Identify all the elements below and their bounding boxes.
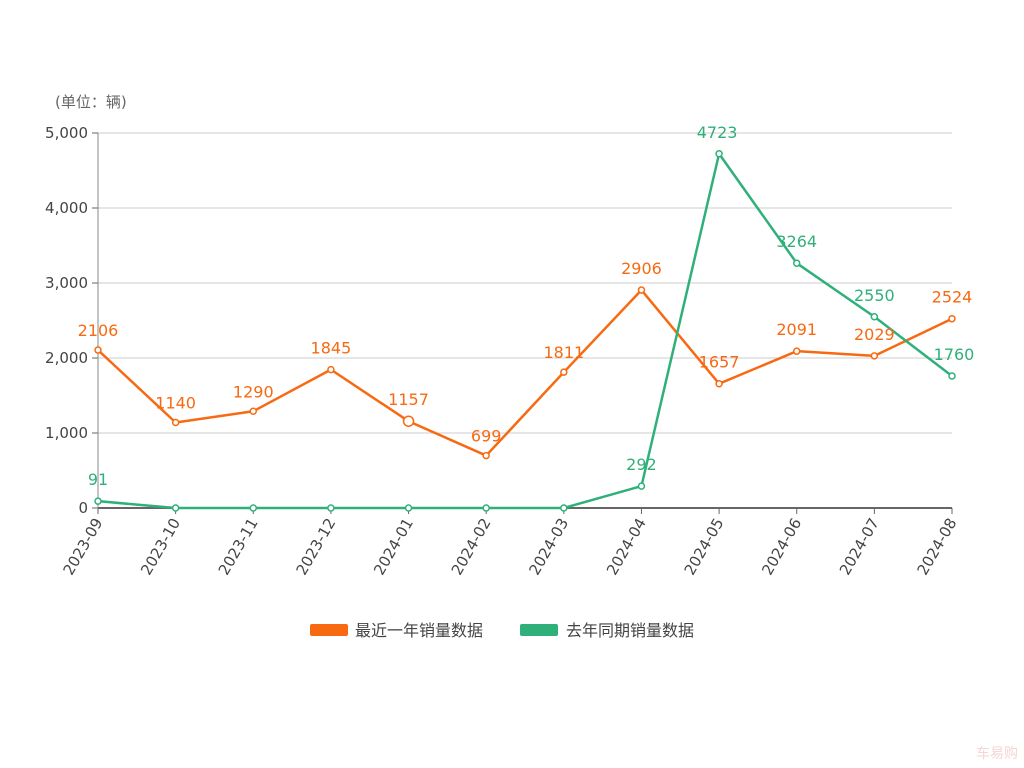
series-line [97, 288, 953, 457]
x-tick-label: 2024-08 [914, 515, 961, 578]
x-tick-label: 2024-05 [681, 515, 728, 578]
data-point[interactable] [94, 346, 102, 354]
data-label: 2091 [776, 320, 817, 339]
data-point[interactable] [792, 259, 801, 267]
data-point[interactable] [249, 504, 258, 512]
data-label: 2550 [854, 286, 895, 305]
legend[interactable]: 最近一年销量数据 去年同期销量数据 [310, 621, 694, 640]
data-label: 699 [471, 427, 502, 446]
data-point[interactable] [327, 365, 335, 374]
data-point[interactable] [948, 372, 956, 380]
data-point[interactable] [870, 313, 879, 321]
data-point[interactable] [560, 504, 568, 512]
data-label: 3264 [776, 232, 817, 251]
y-tick-label: 4,000 [45, 199, 88, 217]
data-point[interactable] [637, 286, 646, 294]
axes: 0 1,000 2,000 3,000 4,000 5,000 2023-09 2023-10… [45, 124, 960, 578]
y-tick-label: 2,000 [45, 349, 88, 367]
x-tick-label: 2024-04 [603, 515, 650, 578]
legend-swatch[interactable] [520, 624, 558, 636]
series-layer [94, 150, 956, 512]
x-tick-label: 2024-07 [836, 515, 883, 578]
x-tick-label: 2024-02 [448, 515, 495, 578]
data-label: 2906 [621, 259, 662, 278]
x-tick-label: 2024-01 [370, 515, 417, 578]
x-tick-label: 2023-09 [60, 515, 107, 578]
data-point[interactable] [171, 504, 180, 512]
x-tick-label: 2023-10 [137, 515, 184, 578]
data-labels: 2106 1140 1290 1845 1157 699 1811 2906 1657 2091 2… [78, 123, 975, 489]
data-point[interactable] [482, 504, 490, 512]
legend-label[interactable]: 去年同期销量数据 [566, 621, 694, 640]
data-point[interactable] [171, 418, 180, 427]
data-point[interactable] [948, 314, 956, 323]
data-label: 4723 [697, 123, 738, 142]
data-point[interactable] [870, 352, 879, 360]
series-line [97, 152, 953, 510]
legend-swatch[interactable] [310, 624, 348, 636]
data-point[interactable] [94, 497, 102, 505]
data-label: 292 [626, 455, 657, 474]
data-label: 2524 [932, 288, 973, 307]
x-tick-label: 2024-03 [525, 515, 572, 578]
data-point[interactable] [482, 451, 490, 460]
data-point[interactable] [327, 504, 335, 512]
data-point[interactable] [715, 150, 723, 158]
data-label: 1157 [388, 390, 429, 409]
x-tick-label: 2023-11 [215, 515, 262, 578]
data-label: 2106 [78, 321, 119, 340]
x-tick-label: 2023-12 [292, 515, 339, 578]
y-tick-label: 3,000 [45, 274, 88, 292]
data-point[interactable] [402, 415, 415, 427]
data-label: 1290 [233, 382, 274, 401]
grid-lines [98, 132, 952, 434]
unit-label: (单位：辆) [55, 93, 127, 111]
y-tick-label: 5,000 [45, 124, 88, 142]
data-point[interactable] [792, 347, 801, 355]
data-point[interactable] [637, 482, 646, 490]
data-label: 1657 [699, 353, 740, 372]
data-label: 1140 [155, 394, 196, 413]
y-tick-label: 1,000 [45, 424, 88, 442]
data-point[interactable] [715, 379, 723, 388]
x-tick-label: 2024-06 [758, 515, 805, 578]
data-point[interactable] [249, 407, 258, 415]
data-label: 1811 [543, 343, 584, 362]
y-tick-label: 0 [78, 499, 88, 517]
data-label: 1845 [311, 339, 352, 358]
data-point[interactable] [404, 504, 413, 512]
data-label: 91 [88, 470, 108, 489]
legend-label[interactable]: 最近一年销量数据 [355, 621, 483, 640]
watermark: 车易购 [976, 745, 1018, 762]
data-label: 1760 [934, 345, 975, 364]
data-label: 2029 [854, 325, 895, 344]
data-point[interactable] [560, 368, 568, 376]
